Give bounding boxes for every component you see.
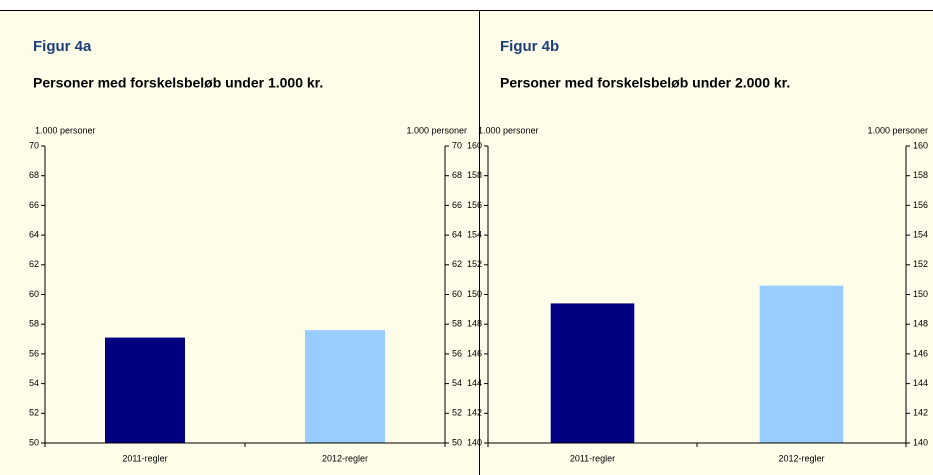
y2-tick-label: 62 xyxy=(452,259,462,269)
x-tick-label: 2012-regler xyxy=(778,453,824,463)
y2-tick-label: 66 xyxy=(452,200,462,210)
bar xyxy=(105,337,185,443)
bar xyxy=(305,330,385,443)
y-tick-label: 66 xyxy=(29,200,39,210)
y-tick-label: 150 xyxy=(467,289,482,299)
x-tick-label: 2011-regler xyxy=(122,453,167,463)
y-tick-label: 146 xyxy=(467,348,482,358)
chart-subtitle: Personer med forskelsbeløb under 2.000 k… xyxy=(500,75,790,91)
y-tick-label: 64 xyxy=(29,229,39,239)
y-tick-label: 70 xyxy=(29,140,39,150)
y-tick-label: 156 xyxy=(467,200,482,210)
y2-axis-label: 1.000 personer xyxy=(406,125,467,135)
y2-tick-label: 64 xyxy=(452,229,462,239)
y2-tick-label: 158 xyxy=(913,170,928,180)
y-axis-label: 1.000 personer xyxy=(35,125,96,135)
y2-tick-label: 146 xyxy=(913,348,928,358)
y-tick-label: 54 xyxy=(29,378,39,388)
y2-tick-label: 70 xyxy=(452,140,462,150)
bar xyxy=(550,303,635,443)
y2-tick-label: 68 xyxy=(452,170,462,180)
y-tick-label: 62 xyxy=(29,259,39,269)
x-tick-label: 2012-regler xyxy=(322,453,368,463)
y2-tick-label: 140 xyxy=(913,437,928,447)
y2-tick-label: 160 xyxy=(913,140,928,150)
y-tick-label: 60 xyxy=(29,289,39,299)
y-tick-label: 144 xyxy=(467,378,482,388)
chart-subtitle: Personer med forskelsbeløb under 1.000 k… xyxy=(33,75,323,91)
y-tick-label: 154 xyxy=(467,229,482,239)
y2-axis-label: 1.000 personer xyxy=(867,125,928,135)
y-tick-label: 142 xyxy=(467,408,482,418)
y2-tick-label: 144 xyxy=(913,378,928,388)
y2-tick-label: 54 xyxy=(452,378,462,388)
y-tick-label: 58 xyxy=(29,319,39,329)
y2-tick-label: 150 xyxy=(913,289,928,299)
y-tick-label: 160 xyxy=(467,140,482,150)
y-tick-label: 50 xyxy=(29,437,39,447)
chart-title: Figur 4a xyxy=(33,38,92,55)
y2-tick-label: 154 xyxy=(913,229,928,239)
y2-tick-label: 156 xyxy=(913,200,928,210)
y2-tick-label: 60 xyxy=(452,289,462,299)
y-tick-label: 148 xyxy=(467,319,482,329)
y2-tick-label: 52 xyxy=(452,408,462,418)
bar xyxy=(759,285,844,443)
chart-title: Figur 4b xyxy=(500,38,559,55)
y2-tick-label: 148 xyxy=(913,319,928,329)
x-tick-label: 2011-regler xyxy=(570,453,615,463)
y-tick-label: 158 xyxy=(467,170,482,180)
y2-tick-label: 142 xyxy=(913,408,928,418)
y-tick-label: 56 xyxy=(29,348,39,358)
y-tick-label: 140 xyxy=(467,437,482,447)
y2-tick-label: 50 xyxy=(452,437,462,447)
y-tick-label: 52 xyxy=(29,408,39,418)
y2-tick-label: 58 xyxy=(452,319,462,329)
y2-tick-label: 152 xyxy=(913,259,928,269)
y2-tick-label: 56 xyxy=(452,348,462,358)
y-tick-label: 68 xyxy=(29,170,39,180)
y-tick-label: 152 xyxy=(467,259,482,269)
y-axis-label: 1.000 personer xyxy=(478,125,539,135)
